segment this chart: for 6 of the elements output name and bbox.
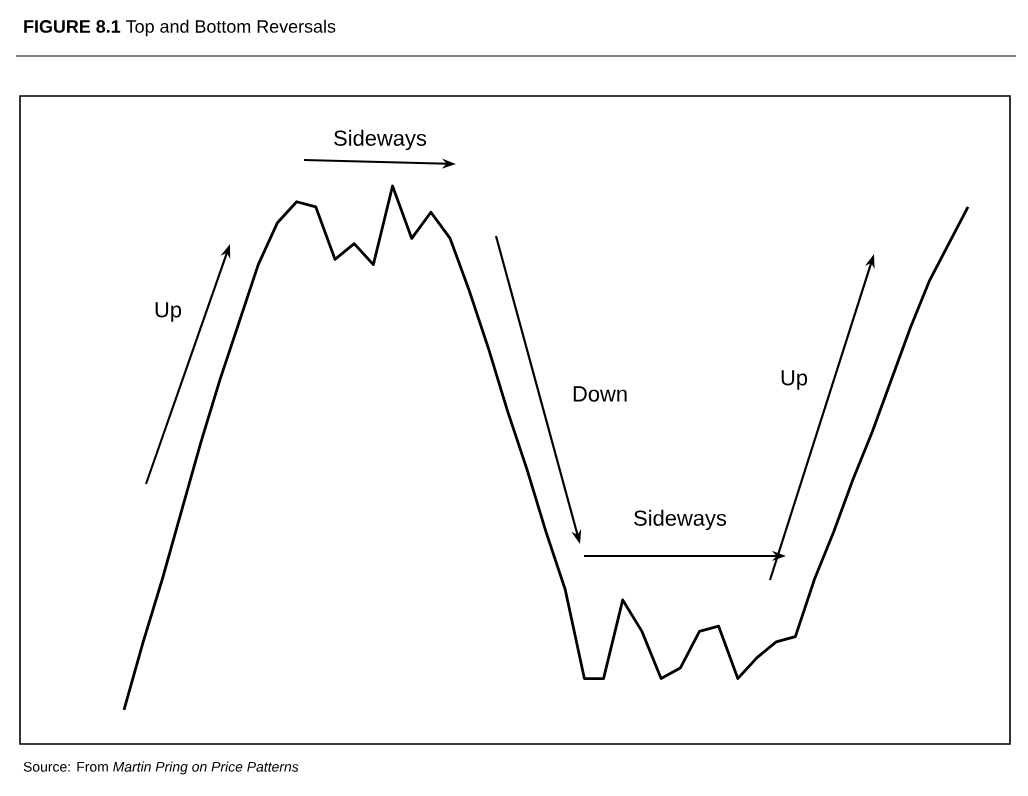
text: Sideways bbox=[334, 129, 427, 151]
chart-title: FIGURE 8.1 Top and Bottom Reversals bbox=[24, 19, 336, 37]
annotation: Up bbox=[155, 302, 182, 322]
annotation: Down bbox=[573, 386, 627, 402]
annotation: Up bbox=[781, 370, 808, 390]
annotation: Sideways bbox=[634, 509, 727, 531]
